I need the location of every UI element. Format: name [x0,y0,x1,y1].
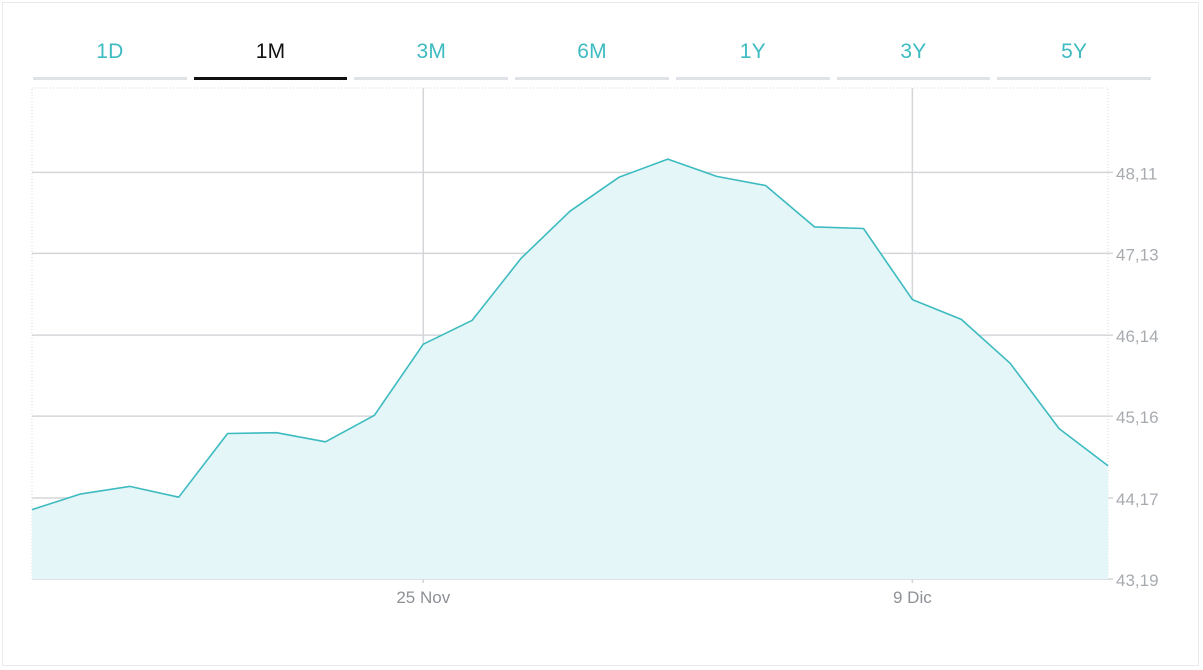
tab-1d[interactable]: 1D [33,30,187,80]
y-tick-label: 48,11 [1116,164,1157,183]
period-tabs: 1D 1M 3M 6M 1Y 3Y 5Y [33,30,1151,80]
tab-3y[interactable]: 3Y [836,30,991,80]
tab-3m[interactable]: 3M [354,30,508,80]
y-tick-label: 46,14 [1116,327,1159,346]
y-tick-label: 45,16 [1116,408,1159,427]
plot-border [31,87,1109,580]
tab-1m[interactable]: 1M [193,30,348,80]
tab-1y[interactable]: 1Y [675,30,830,80]
series-line [31,158,1109,511]
y-tick-label: 47,13 [1116,245,1159,264]
tab-6m[interactable]: 6M [515,30,669,80]
y-tick-label: 44,17 [1116,490,1159,509]
x-tick-label: 9 Dic [893,588,932,607]
x-tick-label: 25 Nov [396,588,450,607]
tab-5y[interactable]: 5Y [997,30,1151,80]
y-tick-label: 43,19 [1116,571,1159,590]
series-area [32,159,1108,579]
